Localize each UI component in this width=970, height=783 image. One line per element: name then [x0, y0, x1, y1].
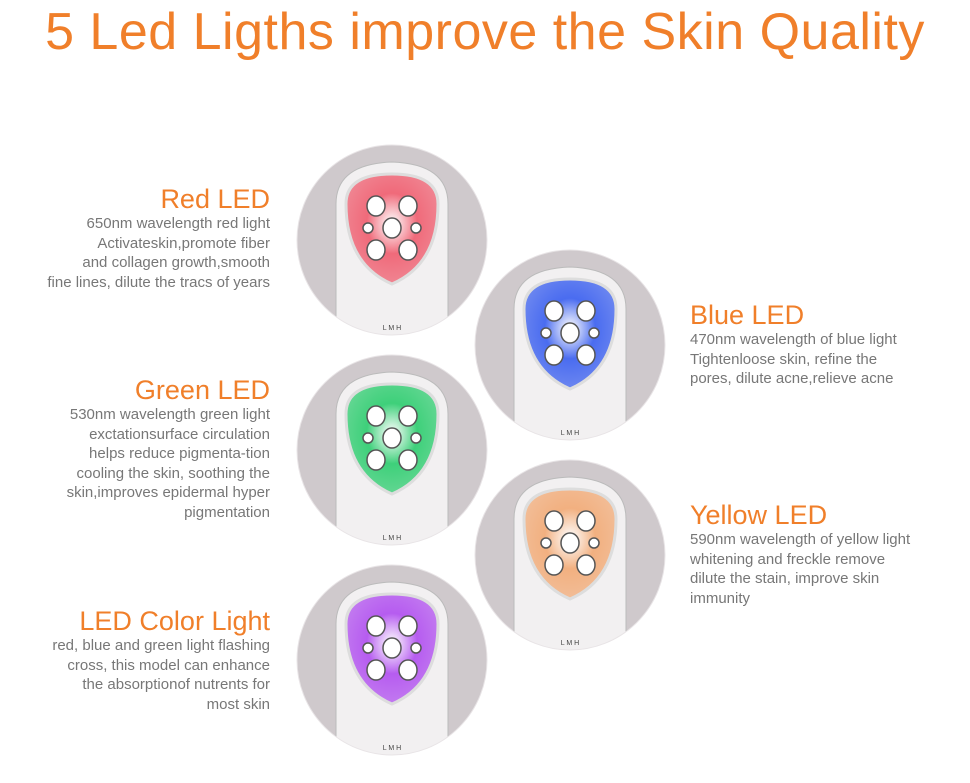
led-bulb: [382, 217, 402, 239]
intensity-labels: L M H: [561, 430, 579, 437]
green-led-device-image: L M H: [296, 354, 488, 546]
green-led-heading: Green LED: [134, 375, 270, 405]
red-led-description: 650nm wavelength red light Activateskin,…: [47, 215, 270, 291]
led-bulb: [398, 239, 418, 261]
blue-led-device-image: L M H: [474, 249, 666, 441]
led-bulb: [588, 537, 600, 549]
led-bulb: [410, 432, 422, 444]
led-bulb: [398, 405, 418, 427]
led-bulb: [560, 532, 580, 554]
led-bulb: [366, 615, 386, 637]
led-bulb: [362, 432, 374, 444]
intensity-labels: L M H: [383, 535, 401, 542]
led-bulb: [382, 427, 402, 449]
led-bulb: [366, 405, 386, 427]
led-bulb: [544, 510, 564, 532]
led-bulb: [366, 239, 386, 261]
led-bulb: [544, 300, 564, 322]
led-bulb: [398, 195, 418, 217]
led-bulb: [398, 659, 418, 681]
green-led-description: 530nm wavelength green light exctationsu…: [66, 406, 270, 521]
led-bulb: [576, 554, 596, 576]
color-led-description: red, blue and green light flashing cross…: [52, 637, 270, 713]
led-bulb: [540, 327, 552, 339]
led-bulb: [382, 637, 402, 659]
red-led-text: Red LED 650nm wavelength red light Activ…: [0, 184, 270, 292]
led-bulb: [560, 322, 580, 344]
led-bulb: [576, 300, 596, 322]
green-led-text: Green LED 530nm wavelength green light e…: [0, 375, 270, 522]
color-led-heading: LED Color Light: [79, 606, 270, 636]
led-bulb: [398, 449, 418, 471]
blue-led-description: 470nm wavelength of blue light Tightenlo…: [690, 331, 897, 387]
led-bulb: [366, 659, 386, 681]
led-bulb: [540, 537, 552, 549]
led-bulb: [362, 222, 374, 234]
yellow-led-description: 590nm wavelength of yellow light whiteni…: [690, 531, 911, 607]
intensity-labels: L M H: [383, 745, 401, 752]
yellow-led-heading: Yellow LED: [690, 500, 828, 530]
yellow-led-text: Yellow LED 590nm wavelength of yellow li…: [690, 500, 960, 608]
led-bulb: [366, 195, 386, 217]
led-bulb: [410, 222, 422, 234]
led-bulb: [576, 510, 596, 532]
red-led-device-image: L M H: [296, 144, 488, 336]
led-bulb: [366, 449, 386, 471]
blue-led-text: Blue LED 470nm wavelength of blue light …: [690, 300, 960, 389]
led-bulb: [410, 642, 422, 654]
led-bulb: [576, 344, 596, 366]
color-led-text: LED Color Light red, blue and green ligh…: [0, 606, 270, 714]
yellow-led-device-image: L M H: [474, 459, 666, 651]
led-bulb: [544, 554, 564, 576]
red-led-heading: Red LED: [160, 184, 270, 214]
led-bulb: [588, 327, 600, 339]
color-led-device-image: L M H: [296, 564, 488, 756]
led-bulb: [544, 344, 564, 366]
page-title: 5 Led Ligths improve the Skin Quality: [45, 3, 925, 61]
intensity-labels: L M H: [383, 325, 401, 332]
led-bulb: [398, 615, 418, 637]
led-bulb: [362, 642, 374, 654]
blue-led-heading: Blue LED: [690, 300, 805, 330]
intensity-labels: L M H: [561, 640, 579, 647]
